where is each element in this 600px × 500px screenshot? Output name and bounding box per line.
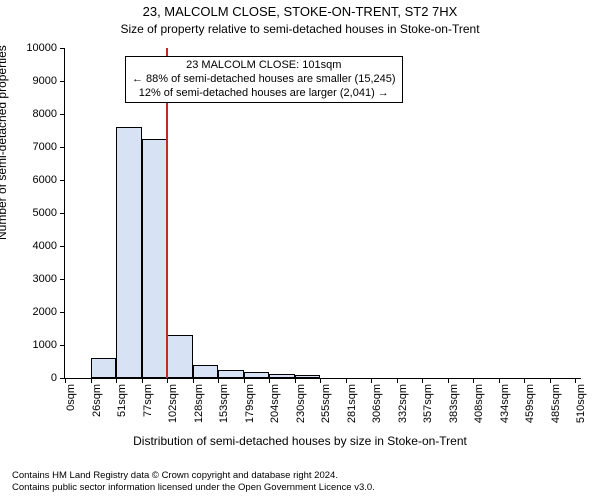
x-tick-label: 485sqm (550, 384, 562, 423)
x-tick: 102sqm (167, 378, 168, 383)
histogram-bar (244, 372, 269, 378)
x-tick-label: 408sqm (473, 384, 485, 423)
histogram-bar (116, 127, 142, 378)
x-tick-label: 230sqm (295, 384, 307, 423)
x-tick-label: 281sqm (346, 384, 358, 423)
x-tick: 306sqm (371, 378, 372, 383)
y-tick: 2000 (65, 312, 66, 313)
y-tick-label: 10000 (26, 42, 57, 54)
y-tick-label: 1000 (33, 339, 57, 351)
x-tick-label: 153sqm (218, 384, 230, 423)
histogram-bar (269, 374, 295, 378)
y-tick: 10000 (65, 48, 66, 49)
footnote-line-2: Contains public sector information licen… (12, 482, 375, 494)
x-tick: 77sqm (142, 378, 143, 383)
y-tick: 7000 (65, 147, 66, 148)
x-tick-label: 383sqm (448, 384, 460, 423)
histogram-bar (295, 375, 320, 378)
y-axis-label: Number of semi-detached properties (0, 45, 9, 240)
x-tick: 485sqm (550, 378, 551, 383)
x-tick: 153sqm (218, 378, 219, 383)
y-tick-label: 0 (51, 372, 57, 384)
x-tick-label: 434sqm (499, 384, 511, 423)
x-tick: 255sqm (320, 378, 321, 383)
y-tick-label: 4000 (33, 240, 57, 252)
x-tick-label: 510sqm (575, 384, 587, 423)
x-tick: 408sqm (473, 378, 474, 383)
x-tick-label: 0sqm (65, 384, 77, 411)
x-tick: 357sqm (422, 378, 423, 383)
x-tick: 26sqm (91, 378, 92, 383)
y-tick-label: 9000 (33, 75, 57, 87)
x-tick: 179sqm (244, 378, 245, 383)
histogram-bar (218, 370, 244, 378)
x-tick: 281sqm (346, 378, 347, 383)
x-tick-label: 255sqm (320, 384, 332, 423)
y-tick-label: 3000 (33, 273, 57, 285)
y-tick: 8000 (65, 114, 66, 115)
y-tick-label: 8000 (33, 108, 57, 120)
x-tick-label: 26sqm (91, 384, 103, 417)
y-tick-label: 5000 (33, 207, 57, 219)
histogram-bar (91, 358, 116, 378)
x-tick-label: 51sqm (116, 384, 128, 417)
infobox-line-3: 12% of semi-detached houses are larger (… (132, 87, 396, 101)
x-tick: 128sqm (193, 378, 194, 383)
x-axis-label: Distribution of semi-detached houses by … (0, 434, 600, 448)
infobox-line-2: ← 88% of semi-detached houses are smalle… (132, 73, 396, 87)
histogram-bar (142, 139, 167, 378)
summary-infobox: 23 MALCOLM CLOSE: 101sqm ← 88% of semi-d… (125, 56, 403, 103)
y-tick: 9000 (65, 81, 66, 82)
histogram-bar (167, 335, 193, 378)
y-tick: 3000 (65, 279, 66, 280)
x-tick-label: 77sqm (142, 384, 154, 417)
histogram-bar (193, 365, 218, 378)
page-subtitle: Size of property relative to semi-detach… (0, 22, 600, 36)
x-tick: 230sqm (295, 378, 296, 383)
x-tick: 332sqm (397, 378, 398, 383)
y-tick: 4000 (65, 246, 66, 247)
x-tick: 459sqm (524, 378, 525, 383)
infobox-line-1: 23 MALCOLM CLOSE: 101sqm (132, 59, 396, 73)
x-tick-label: 128sqm (193, 384, 205, 423)
x-tick-label: 357sqm (422, 384, 434, 423)
y-tick: 6000 (65, 180, 66, 181)
y-tick-label: 7000 (33, 141, 57, 153)
x-tick-label: 102sqm (167, 384, 179, 423)
x-tick: 383sqm (448, 378, 449, 383)
x-tick-label: 306sqm (371, 384, 383, 423)
x-tick: 204sqm (269, 378, 270, 383)
chart-root: 23, MALCOLM CLOSE, STOKE-ON-TRENT, ST2 7… (0, 0, 600, 500)
y-tick-label: 6000 (33, 174, 57, 186)
x-tick-label: 204sqm (269, 384, 281, 423)
x-tick: 51sqm (116, 378, 117, 383)
y-tick-label: 2000 (33, 306, 57, 318)
x-tick: 434sqm (499, 378, 500, 383)
x-tick-label: 179sqm (244, 384, 256, 423)
footnote-line-1: Contains HM Land Registry data © Crown c… (12, 470, 375, 482)
x-tick-label: 459sqm (524, 384, 536, 423)
x-tick: 0sqm (65, 378, 66, 383)
y-tick: 1000 (65, 345, 66, 346)
page-title: 23, MALCOLM CLOSE, STOKE-ON-TRENT, ST2 7… (0, 4, 600, 19)
y-tick: 5000 (65, 213, 66, 214)
x-tick: 510sqm (575, 378, 576, 383)
footnote: Contains HM Land Registry data © Crown c… (12, 470, 375, 494)
x-tick-label: 332sqm (397, 384, 409, 423)
